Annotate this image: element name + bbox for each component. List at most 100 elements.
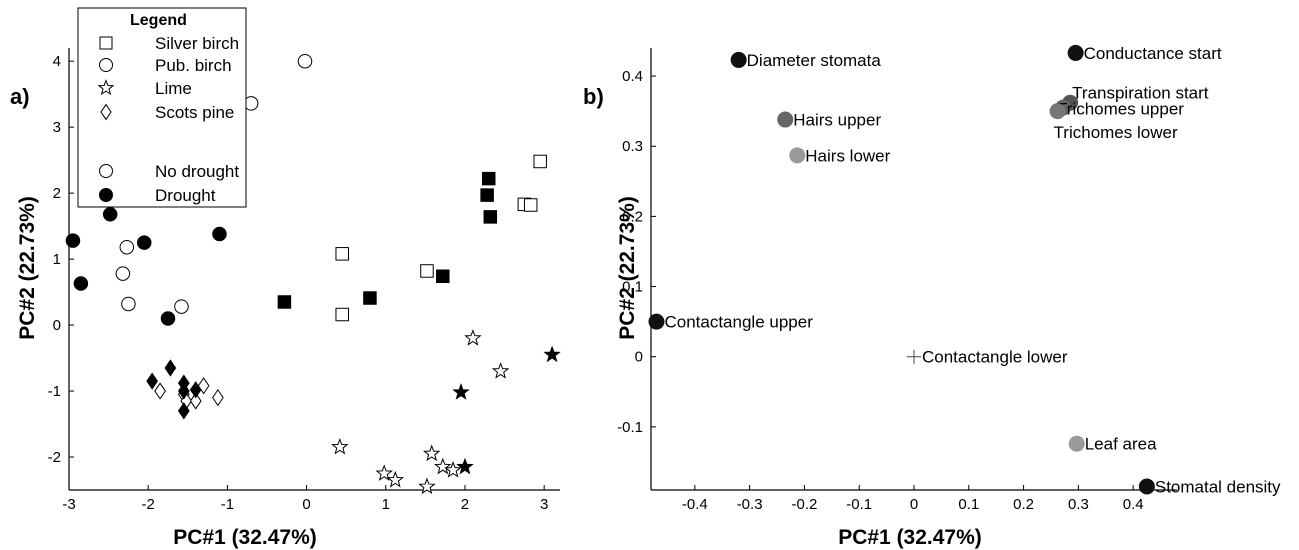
hairs-upper-label: Hairs upper (793, 111, 881, 130)
pub-birch-no-drought-point (115, 266, 131, 281)
scots-pine-no-drought-point (212, 389, 224, 407)
lime-no-drought-point (386, 470, 405, 488)
legend-marker-silver-birch (99, 36, 113, 50)
panel-a-x-tick-label: 2 (461, 496, 469, 513)
legend-title: Legend (130, 12, 187, 29)
lime-drought-point (456, 457, 474, 475)
lime-no-drought-point (491, 362, 510, 379)
pub-birch-drought-point (73, 276, 89, 291)
panel-a-marks (65, 53, 561, 495)
scots-pine-drought-point (164, 359, 177, 377)
lime-no-drought-point (422, 444, 441, 462)
panel-a-x-tick-label: 0 (302, 496, 310, 513)
panel-b-x-tick-label: -0.1 (846, 496, 872, 513)
lime-no-drought-point (434, 457, 452, 475)
silver-birch-no-drought-point (335, 247, 349, 261)
legend-marker-lime (97, 79, 115, 96)
hairs-upper-point (777, 111, 794, 128)
contactangle-lower-label: Contactangle lower (922, 348, 1068, 367)
panel-a-y-tick-label: 2 (53, 185, 61, 202)
panel-b-y-tick-label: 0.1 (622, 279, 643, 296)
pub-birch-no-drought-point (297, 53, 313, 69)
panel-b-marks: Diameter stomata Conductance start Transpi… (648, 44, 1281, 496)
diameter-stomata-label: Diameter stomata (747, 51, 882, 70)
legend-marker-drought (99, 188, 113, 202)
trichomes-upper-label: Trichomes upper (1057, 100, 1184, 119)
panel-b-y-tick-label: 0.4 (622, 68, 643, 85)
panel-b-x-axis-label: PC#1 (32.47%) (838, 526, 982, 549)
panel-a-y-tick-label: 0 (53, 317, 61, 334)
trichomes-lower-point (1049, 103, 1066, 120)
leaf-area-label: Leaf area (1085, 435, 1157, 454)
leaf-area-point (1068, 435, 1085, 452)
panel-a-axes: -3 -2 -1 0 1 2 3 -2 -1 0 1 2 3 4 (48, 48, 560, 513)
conductance-start-label: Conductance start (1084, 44, 1222, 63)
silver-birch-no-drought-point (533, 154, 547, 169)
panel-b-x-tick-label: 0.1 (958, 496, 979, 513)
pub-birch-drought-point (212, 226, 227, 242)
panel-a-x-tick-label: -1 (221, 496, 234, 513)
scots-pine-drought-point (177, 402, 190, 420)
panel-a-x-tick-label: -3 (62, 496, 75, 513)
panel-b-axes: -0.4 -0.3 -0.2 -0.1 0 0.1 0.2 0.3 0.4 -0.1 0 0.1 0.2… (617, 48, 1177, 513)
pub-birch-drought-point (160, 311, 176, 326)
scots-pine-no-drought-point (189, 392, 202, 410)
panel-b-x-tick-label: -0.4 (682, 496, 708, 513)
panel-a-x-tick-label: 3 (540, 496, 548, 513)
contactangle-upper-point (648, 313, 665, 330)
trichomes-lower-label: Trichomes lower (1054, 123, 1178, 142)
panel-b-y-tick-label: -0.1 (617, 419, 643, 436)
panel-b-x-tick-label: -0.3 (737, 496, 763, 513)
lime-no-drought-point (375, 464, 393, 481)
legend-label-no-drought: No drought (155, 162, 239, 181)
silver-birch-no-drought-point (335, 307, 349, 322)
silver-birch-drought-point (480, 188, 494, 202)
pub-birch-drought-point (65, 233, 81, 248)
panel-a-y-axis-label: PC#2 (22.73%) (16, 196, 39, 340)
pub-birch-drought-point (102, 206, 118, 222)
hairs-lower-label: Hairs lower (805, 146, 890, 165)
scots-pine-drought-point (189, 381, 202, 399)
panel-b-y-tick-label: 0.3 (622, 138, 643, 155)
stomatal-density-point (1138, 478, 1155, 495)
panel-b-y-tick-label: 0.2 (622, 208, 643, 225)
hairs-lower-point (789, 147, 806, 164)
panel-b-y-axis-label: PC#2 (22.73%) (616, 196, 639, 340)
panel-b-label: b) (583, 84, 604, 109)
panel-a-y-tick-label: -2 (48, 449, 61, 466)
contactangle-lower-point (907, 349, 921, 364)
panel-b-x-tick-label: 0.2 (1013, 496, 1034, 513)
legend-label-lime: Lime (155, 79, 192, 98)
pub-birch-drought-point (136, 235, 152, 250)
scots-pine-drought-point (146, 372, 159, 390)
panel-a-y-tick-label: 3 (53, 119, 61, 136)
lime-no-drought-point (444, 461, 462, 478)
legend-marker-scots-pine (100, 103, 112, 121)
silver-birch-drought-point (483, 210, 498, 224)
silver-birch-drought-point (436, 269, 450, 284)
scots-pine-drought-point (177, 382, 190, 400)
lime-no-drought-point (418, 477, 436, 495)
panel-a-legend: Legend Silver birch Pub. birch Lime Scots p… (77, 7, 247, 208)
silver-birch-drought-point (481, 171, 496, 186)
lime-no-drought-point (464, 329, 482, 346)
pub-birch-no-drought-point (121, 296, 136, 312)
legend-marker-pub-birch (99, 58, 113, 72)
scots-pine-no-drought-point (154, 382, 166, 400)
stomatal-density-label: Stomatal density (1155, 477, 1281, 496)
silver-birch-no-drought-point (420, 264, 434, 278)
lime-no-drought-point (331, 437, 349, 455)
pub-birch-no-drought-point (119, 239, 135, 255)
panel-b-x-tick-label: 0 (910, 496, 918, 513)
contactangle-upper-label: Contactangle upper (664, 313, 813, 332)
silver-birch-drought-point (363, 291, 377, 305)
panel-a-label: a) (10, 84, 30, 109)
lime-drought-point (452, 383, 470, 400)
legend-label-pub-birch: Pub. birch (155, 56, 232, 75)
legend-label-silver-birch: Silver birch (155, 34, 239, 53)
diameter-stomata-point (730, 51, 747, 68)
transpiration-start-label: Transpiration start (1072, 84, 1209, 103)
legend-label-drought: Drought (155, 186, 216, 205)
panel-a-y-tick-label: 1 (53, 251, 61, 268)
